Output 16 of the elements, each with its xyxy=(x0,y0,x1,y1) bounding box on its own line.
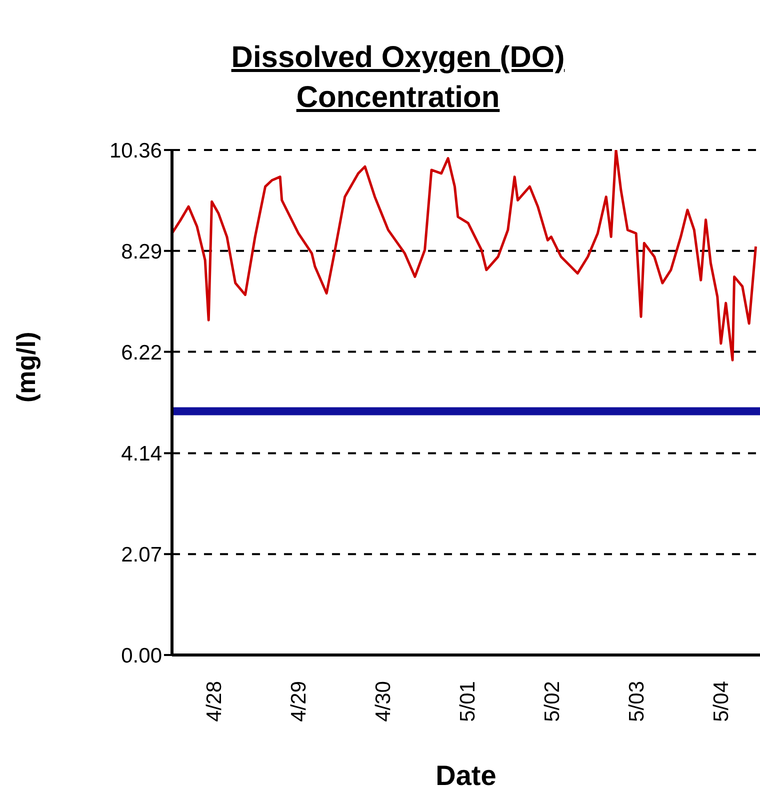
y-tick-label: 2.07 xyxy=(121,544,162,567)
x-tick-label: 4/28 xyxy=(202,681,226,722)
y-tick-label: 8.29 xyxy=(121,240,162,264)
y-tick-label: 6.22 xyxy=(121,341,162,364)
chart-title: Dissolved Oxygen (DO) Concentration xyxy=(230,40,566,116)
x-tick-label: 4/30 xyxy=(372,681,395,722)
x-tick-label: 5/01 xyxy=(456,681,480,722)
y-tick-label: 0.00 xyxy=(121,644,162,668)
x-axis-title: Date xyxy=(436,760,496,787)
y-tick-label: 4.14 xyxy=(121,442,162,466)
x-tick-label: 5/02 xyxy=(540,681,564,722)
x-tick-label: 4/29 xyxy=(287,681,310,722)
y-axis-title: (mg/l) xyxy=(11,332,42,402)
y-tick-label: 10.36 xyxy=(109,139,162,162)
x-tick-label: 5/04 xyxy=(710,680,733,722)
x-tick-label: 5/03 xyxy=(625,681,648,722)
